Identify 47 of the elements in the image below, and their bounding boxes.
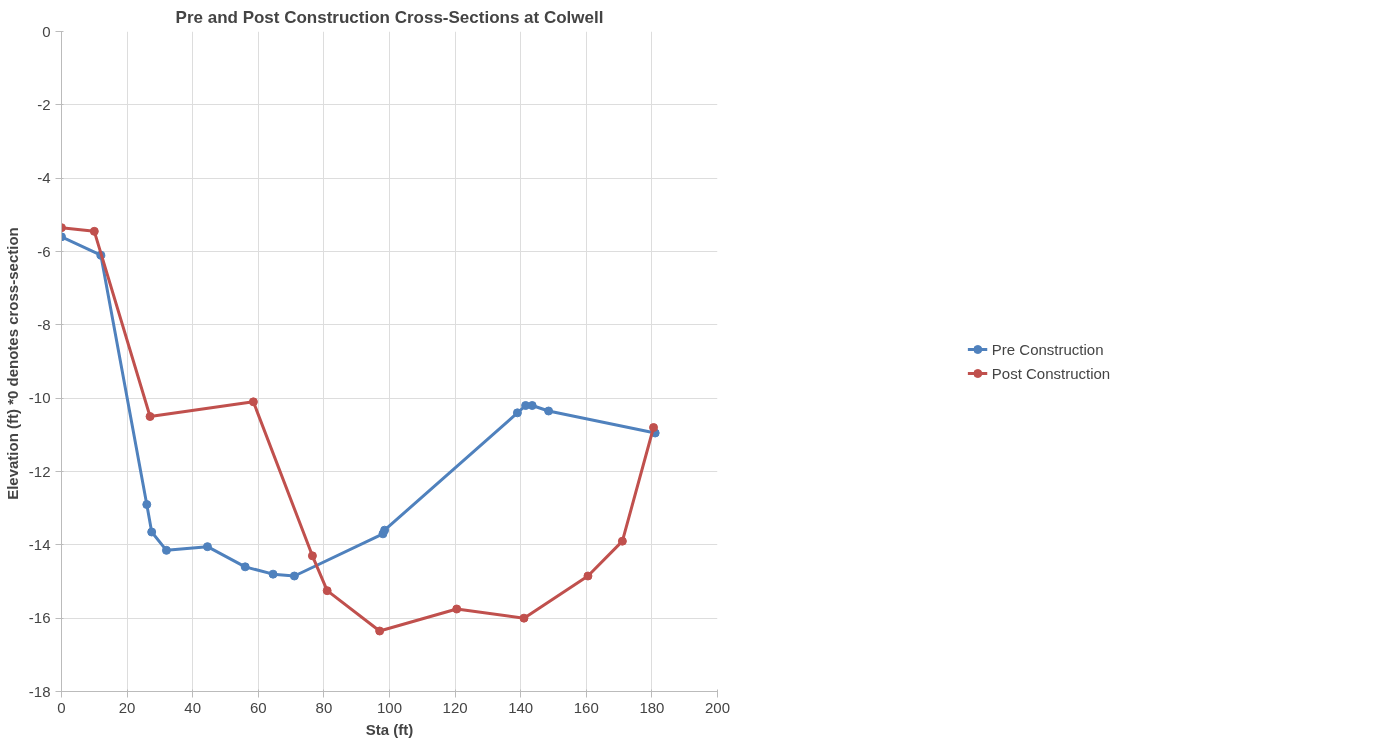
point xyxy=(519,613,529,623)
x-tick-label: 60 xyxy=(249,698,267,716)
y-tick-label: -16 xyxy=(28,609,51,627)
y-tick-label: 0 xyxy=(42,22,51,40)
point xyxy=(307,551,317,561)
point xyxy=(202,542,212,552)
legend-label: Pre Construction xyxy=(991,340,1104,358)
point xyxy=(322,586,332,596)
x-tick-label: 140 xyxy=(508,698,534,716)
point xyxy=(161,545,171,555)
y-tick-label: -8 xyxy=(37,315,51,333)
x-tick-label: 80 xyxy=(315,698,333,716)
x-axis-title: Sta (ft) xyxy=(365,720,414,738)
x-tick-label: 160 xyxy=(573,698,599,716)
point xyxy=(544,406,554,416)
point xyxy=(145,412,155,421)
x-tick-label: 20 xyxy=(118,698,136,716)
x-tick-label: 40 xyxy=(184,698,202,716)
point xyxy=(380,525,390,535)
x-tick-label: 0 xyxy=(57,698,66,716)
y-tick-label: -14 xyxy=(28,535,51,553)
y-axis-title: Elevation (ft) *0 denotes cross-section xyxy=(3,227,21,500)
point xyxy=(375,626,385,636)
x-tick-label: 180 xyxy=(639,698,665,716)
y-tick-label: -4 xyxy=(37,169,51,187)
x-tick-label: 120 xyxy=(442,698,468,716)
point xyxy=(583,571,593,581)
point xyxy=(512,408,522,418)
point xyxy=(142,500,152,509)
chart-title: Pre and Post Construction Cross-Sections at Colwell xyxy=(175,7,604,27)
y-tick-label: -2 xyxy=(37,95,51,113)
point xyxy=(649,423,659,432)
point xyxy=(240,562,250,572)
y-tick-label: -10 xyxy=(28,389,51,407)
point xyxy=(248,397,258,407)
point xyxy=(89,226,99,236)
x-tick-label: 200 xyxy=(704,698,731,716)
x-tick-label: 100 xyxy=(376,698,403,716)
legend-label: Post Construction xyxy=(991,364,1111,382)
point xyxy=(268,569,278,579)
point xyxy=(617,536,627,546)
y-tick-label: -6 xyxy=(37,242,51,260)
point xyxy=(289,571,299,581)
y-tick-label: -18 xyxy=(28,682,51,700)
point xyxy=(452,604,462,614)
point xyxy=(147,527,157,537)
y-tick-label: -12 xyxy=(28,462,51,480)
